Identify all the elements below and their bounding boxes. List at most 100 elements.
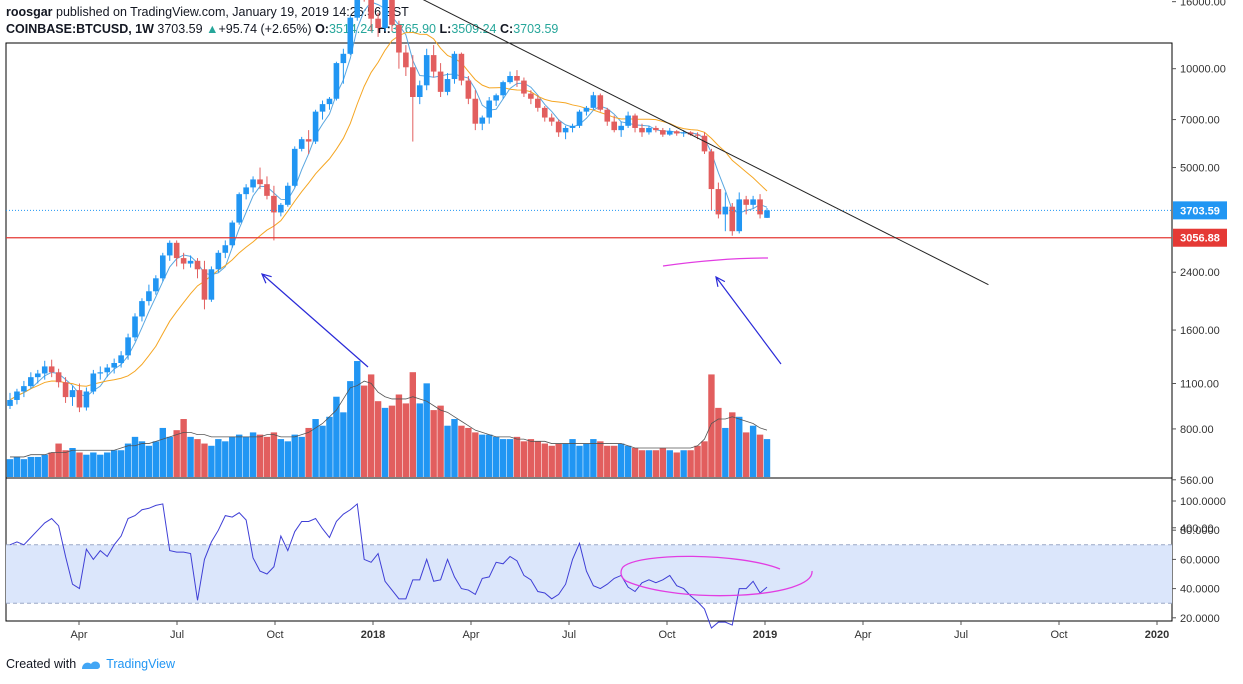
volume-bar: [666, 450, 673, 477]
volume-bar: [631, 448, 639, 477]
candle-body: [326, 98, 333, 105]
volume-bar: [687, 450, 694, 477]
time-tick-label: Jul: [954, 629, 968, 641]
time-tick-label: Apr: [462, 629, 479, 641]
volume-bar: [235, 434, 243, 477]
candle-body: [472, 98, 479, 124]
low-label: L:: [439, 22, 452, 36]
candle-body: [618, 125, 624, 131]
volume-bar: [763, 439, 771, 477]
candle-body: [278, 204, 284, 213]
volume-bar: [180, 419, 187, 477]
volume-bar: [263, 436, 271, 477]
candle-body: [76, 390, 83, 408]
volume-bar: [41, 454, 48, 477]
volume-bar: [423, 383, 430, 477]
symbol-label[interactable]: COINBASE:BTCUSD, 1W: [6, 22, 154, 36]
rsi-panel: [6, 502, 1172, 629]
volume-bar: [430, 410, 437, 477]
candle-body: [153, 278, 159, 292]
candle-body: [257, 179, 263, 185]
candle-body: [83, 391, 90, 408]
candle-body: [375, 18, 381, 29]
price-tick-label: 400.00: [1180, 523, 1214, 535]
volume-bar: [229, 436, 236, 477]
volume-bar: [742, 432, 750, 477]
candle-body: [437, 71, 444, 92]
arrow-up-left-icon-head: [260, 273, 272, 284]
time-tick-label: Jul: [170, 629, 184, 641]
candle-body: [125, 337, 131, 356]
candle-body: [166, 242, 173, 256]
tradingview-brand[interactable]: TradingView: [106, 657, 175, 671]
rsi-tick-label: 60.0000: [1180, 554, 1220, 566]
volume-bar: [284, 441, 291, 477]
volume-bar: [652, 450, 660, 477]
author-name[interactable]: roosgar: [6, 5, 53, 19]
volume-bar: [409, 372, 417, 477]
volume-bar: [694, 445, 701, 477]
candle-body: [118, 355, 124, 364]
open-label: O:: [315, 22, 329, 36]
rsi-tick-label: 20.0000: [1180, 613, 1220, 625]
volume-bar: [465, 427, 472, 477]
volume-bar: [729, 412, 736, 477]
volume-bar: [354, 361, 361, 477]
moving-averages: [9, 1, 768, 401]
volume-bar: [83, 454, 90, 477]
time-tick-label: 2019: [753, 629, 777, 641]
candle-body: [410, 67, 416, 97]
candle-body: [111, 363, 117, 368]
candle-body: [486, 100, 493, 118]
last-price: 3703.59: [157, 22, 203, 36]
candle-body: [236, 194, 242, 223]
candle-body: [139, 301, 145, 317]
volume-bar: [305, 427, 312, 477]
volume-bar: [486, 434, 493, 477]
candle-body: [90, 373, 97, 392]
volume-bar: [458, 425, 465, 477]
volume-bar: [736, 416, 743, 477]
candle-body: [604, 109, 611, 122]
candle-body: [347, 17, 354, 54]
candle-body: [569, 125, 576, 128]
candle-body: [507, 76, 513, 83]
candle-body: [701, 135, 708, 152]
volume-bar: [555, 443, 562, 477]
volume-bar: [360, 385, 368, 477]
volume-bar: [388, 405, 396, 477]
price-tick-label: 10000.00: [1180, 64, 1226, 76]
change-up-icon: ▲: [206, 22, 219, 36]
candle-body: [319, 104, 326, 112]
candle-body: [97, 372, 104, 374]
volume-bar: [499, 439, 507, 477]
low-value: 3509.24: [451, 22, 497, 36]
volume-bar: [569, 439, 576, 477]
candle-body: [389, 0, 395, 25]
volume-bar: [722, 427, 729, 477]
volume-bar: [472, 432, 479, 477]
volume-bar: [534, 441, 542, 477]
volume-bar: [20, 459, 28, 477]
volume-bar: [451, 419, 458, 477]
volume-bar: [326, 416, 333, 477]
volume-bar: [312, 419, 319, 477]
volume-bar: [416, 403, 423, 477]
candle-body: [500, 82, 506, 96]
time-tick-label: Apr: [854, 629, 871, 641]
candle-body: [69, 390, 76, 398]
volume-bar: [6, 459, 14, 477]
volume-bar: [749, 425, 757, 477]
volume-bar: [291, 434, 298, 477]
candle-body: [48, 366, 55, 373]
candle-body: [312, 111, 319, 142]
candle-body: [132, 316, 138, 338]
plot-frame: [5, 42, 1173, 622]
volume-bar: [166, 436, 173, 477]
volume-bar: [208, 445, 215, 477]
candle-body: [444, 79, 451, 92]
volume-bar: [340, 412, 347, 477]
candle-body: [458, 53, 465, 81]
candle-body: [680, 132, 687, 134]
